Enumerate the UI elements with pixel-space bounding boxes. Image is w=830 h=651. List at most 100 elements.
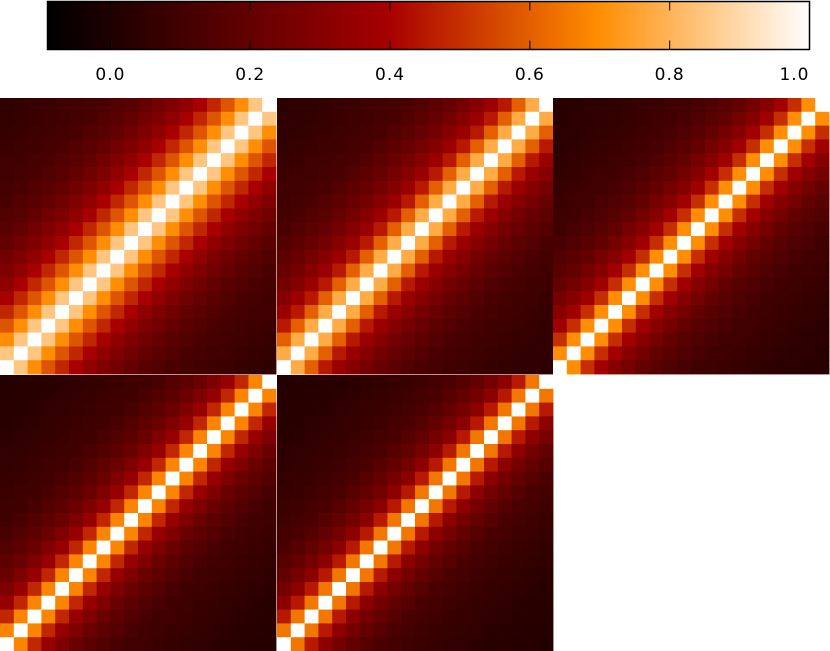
heatmap-cell — [442, 609, 457, 624]
heatmap-cell — [539, 609, 554, 624]
heatmap-cell — [497, 318, 512, 333]
heatmap-cell — [594, 222, 609, 237]
heatmap-cell — [442, 111, 457, 126]
heatmap-cell — [373, 318, 388, 333]
heatmap-cell — [220, 499, 235, 514]
heatmap-cell — [442, 346, 457, 361]
heatmap-cell — [220, 291, 235, 306]
heatmap-cell — [746, 346, 761, 361]
heatmap-cell — [55, 388, 70, 403]
heatmap-cell — [484, 388, 499, 403]
heatmap-cell — [428, 637, 443, 651]
heatmap-cell — [13, 457, 28, 472]
heatmap-cell — [290, 222, 305, 237]
heatmap-cell — [234, 332, 249, 347]
heatmap-cell — [704, 305, 719, 320]
heatmap-cell — [220, 582, 235, 597]
heatmap-cell — [82, 291, 97, 306]
heatmap-cell — [580, 346, 595, 361]
heatmap-cell — [318, 637, 333, 651]
heatmap-cell — [387, 375, 402, 390]
heatmap-cell — [470, 222, 485, 237]
heatmap-cell — [124, 277, 139, 292]
heatmap-cell — [332, 554, 347, 569]
heatmap-cell — [179, 360, 194, 375]
heatmap-cell — [124, 125, 139, 140]
heatmap-cell — [773, 263, 788, 278]
heatmap-cell — [165, 291, 180, 306]
heatmap-cell — [290, 471, 305, 486]
heatmap-cell — [290, 318, 305, 333]
heatmap-cell — [497, 305, 512, 320]
heatmap-cell — [193, 471, 208, 486]
heatmap-cell — [248, 236, 263, 251]
heatmap-cell — [27, 139, 42, 154]
heatmap-cell — [539, 98, 554, 113]
heatmap-cell — [718, 194, 733, 209]
heatmap-cell — [41, 208, 56, 223]
heatmap-cell — [718, 125, 733, 140]
heatmap-cell — [456, 416, 471, 431]
heatmap-cell — [346, 263, 361, 278]
heatmap-cell — [815, 208, 830, 223]
heatmap-cell — [373, 637, 388, 651]
heatmap-cell — [525, 277, 540, 292]
heatmap-cell — [41, 388, 56, 403]
heatmap-cell — [55, 540, 70, 555]
heatmap-cell — [151, 402, 166, 417]
heatmap-cell — [234, 375, 249, 390]
heatmap-cell — [193, 513, 208, 528]
heatmap-cell — [511, 153, 526, 168]
heatmap-cell — [13, 430, 28, 445]
heatmap-cell — [262, 457, 277, 472]
heatmap-cell — [415, 609, 430, 624]
heatmap-cell — [373, 249, 388, 264]
heatmap-cell — [248, 402, 263, 417]
heatmap-cell — [220, 346, 235, 361]
heatmap-cell — [387, 208, 402, 223]
heatmap-cell — [649, 98, 664, 113]
heatmap-cell — [691, 180, 706, 195]
heatmap-cell — [138, 554, 153, 569]
heatmap-cell — [787, 194, 802, 209]
heatmap-cell — [290, 125, 305, 140]
heatmap-cell — [359, 236, 374, 251]
heatmap-cell — [124, 416, 139, 431]
heatmap-cell — [428, 513, 443, 528]
heatmap-cell — [525, 457, 540, 472]
heatmap-cell — [456, 609, 471, 624]
heatmap-cell — [746, 263, 761, 278]
heatmap-cell — [359, 402, 374, 417]
heatmap-cell — [55, 457, 70, 472]
heatmap-cell — [0, 485, 15, 500]
heatmap-cell — [96, 540, 111, 555]
heatmap-cell — [594, 318, 609, 333]
heatmap-cell — [373, 568, 388, 583]
heatmap-cell — [401, 346, 416, 361]
heatmap-cell — [124, 375, 139, 390]
heatmap-cell — [110, 277, 125, 292]
heatmap-cell — [304, 305, 319, 320]
heatmap-cell — [580, 167, 595, 182]
heatmap-cell — [539, 388, 554, 403]
heatmap-cell — [290, 402, 305, 417]
heatmap-cell — [234, 125, 249, 140]
heatmap-cell — [55, 360, 70, 375]
heatmap-cell — [428, 98, 443, 113]
heatmap-cell — [746, 249, 761, 264]
heatmap-cell — [96, 388, 111, 403]
heatmap-cell — [663, 222, 678, 237]
heatmap-cell — [566, 222, 581, 237]
heatmap-cell — [262, 125, 277, 140]
heatmap-cell — [55, 623, 70, 638]
heatmap-cell — [234, 318, 249, 333]
heatmap-cell — [787, 346, 802, 361]
heatmap-cell — [539, 180, 554, 195]
heatmap-cell — [151, 623, 166, 638]
heatmap-cell — [663, 139, 678, 154]
heatmap-cell — [359, 180, 374, 195]
heatmap-cell — [401, 457, 416, 472]
heatmap-cell — [456, 222, 471, 237]
heatmap-cell — [82, 485, 97, 500]
heatmap-cell — [207, 305, 222, 320]
